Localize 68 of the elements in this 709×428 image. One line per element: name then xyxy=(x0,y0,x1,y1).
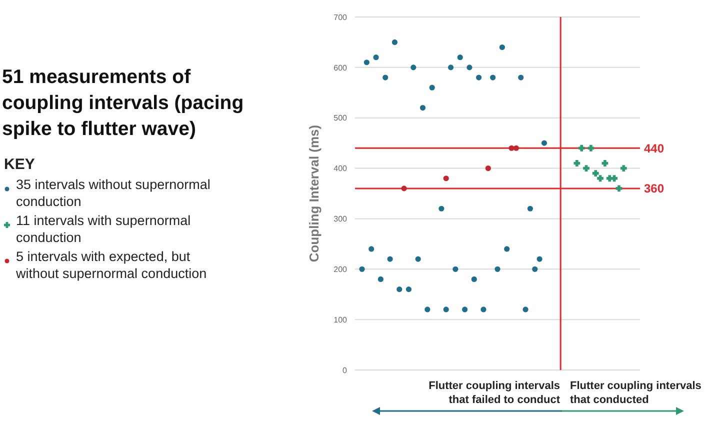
point xyxy=(602,160,608,166)
point xyxy=(443,306,449,312)
y-tick-label: 400 xyxy=(334,164,348,174)
point xyxy=(583,165,590,172)
point xyxy=(373,54,379,60)
ref-line-label: 440 xyxy=(644,141,664,156)
point xyxy=(490,74,496,80)
legend-label: 5 intervals with expected, but without supernormal conduction xyxy=(16,248,208,282)
point xyxy=(420,104,426,111)
y-tick-label: 0 xyxy=(342,366,348,375)
legend-label: 11 intervals with supernormal conduction xyxy=(16,212,192,246)
y-tick-label: 300 xyxy=(334,214,348,224)
point xyxy=(471,276,477,282)
point xyxy=(522,306,528,312)
point xyxy=(518,74,524,80)
point xyxy=(611,175,618,182)
point xyxy=(368,246,374,252)
point xyxy=(424,306,430,312)
point xyxy=(364,60,370,66)
y-tick-label: 100 xyxy=(334,315,348,324)
point xyxy=(396,286,402,292)
point xyxy=(401,186,407,192)
point xyxy=(588,144,594,152)
ref-line-label: 360 xyxy=(644,182,664,196)
point xyxy=(378,276,384,282)
point xyxy=(499,44,505,50)
point xyxy=(452,266,458,272)
point xyxy=(415,256,421,262)
point xyxy=(508,145,514,151)
point xyxy=(448,64,454,70)
point xyxy=(527,206,534,212)
point xyxy=(359,266,365,272)
point xyxy=(578,144,585,152)
y-tick-label: 700 xyxy=(334,12,348,22)
y-tick-label: 500 xyxy=(334,114,348,123)
point xyxy=(392,39,398,46)
point xyxy=(597,175,604,182)
point xyxy=(494,266,500,272)
point xyxy=(466,64,472,70)
point xyxy=(504,246,510,252)
point xyxy=(574,160,580,166)
text: Flutter coupling intervals that failed to conduct xyxy=(428,379,560,407)
y-axis-title: Coupling Interval (ms) xyxy=(306,124,322,262)
point xyxy=(480,306,486,312)
legend-title: KEY xyxy=(4,156,36,173)
y-tick-label: 200 xyxy=(334,264,348,274)
legend-label: 35 intervals without supernormal conduction xyxy=(16,176,212,210)
point xyxy=(532,266,538,272)
text: Flutter coupling intervals that conducted xyxy=(570,379,702,407)
point xyxy=(485,165,491,172)
point xyxy=(476,74,482,80)
point xyxy=(616,185,622,192)
text: 51 measurements of coupling intervals (pacing spike to flutter wave) xyxy=(2,65,245,142)
point xyxy=(443,176,449,182)
point xyxy=(382,74,388,80)
point xyxy=(462,306,468,312)
point xyxy=(457,54,463,60)
point xyxy=(387,256,393,262)
point xyxy=(592,170,599,177)
point xyxy=(620,165,627,172)
point xyxy=(406,286,412,292)
point xyxy=(541,140,548,146)
point xyxy=(513,145,519,151)
point xyxy=(438,206,444,212)
point xyxy=(429,84,435,90)
y-tick-label: 600 xyxy=(334,63,348,72)
point xyxy=(536,256,542,262)
point xyxy=(410,64,416,70)
